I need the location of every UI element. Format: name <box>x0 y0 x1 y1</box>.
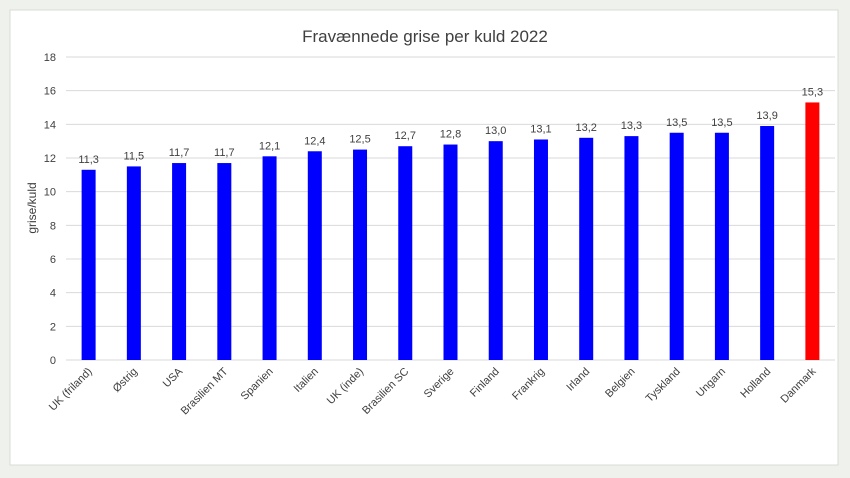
data-label: 11,7 <box>214 147 235 159</box>
data-label: 13,9 <box>756 110 777 122</box>
data-label: 12,5 <box>349 134 370 146</box>
chart-panel <box>9 9 839 466</box>
bar <box>714 132 729 360</box>
bar <box>579 137 594 360</box>
bar <box>443 144 458 360</box>
data-label: 12,7 <box>395 130 416 142</box>
bar <box>760 126 775 361</box>
y-tick-label: 10 <box>44 187 56 199</box>
y-tick-label: 14 <box>44 119 56 131</box>
data-label: 12,8 <box>440 129 461 141</box>
y-tick-label: 2 <box>50 321 56 333</box>
bar <box>262 156 277 360</box>
y-axis-title: grise/kuld <box>25 182 39 233</box>
bar <box>624 136 639 360</box>
y-tick-label: 12 <box>44 153 56 165</box>
bar <box>307 151 322 360</box>
bar <box>669 132 684 360</box>
data-label: 13,0 <box>485 125 506 137</box>
chart-title: Fravænnede grise per kuld 2022 <box>302 27 548 46</box>
data-label: 13,5 <box>666 117 687 129</box>
data-label: 15,3 <box>802 86 823 98</box>
bar <box>353 149 368 360</box>
y-tick-label: 8 <box>50 220 56 232</box>
y-tick-label: 4 <box>50 288 56 300</box>
bar <box>533 139 548 360</box>
bar <box>126 166 141 360</box>
data-label: 13,1 <box>530 123 551 135</box>
y-tick-label: 16 <box>44 86 56 98</box>
bar <box>488 141 503 360</box>
y-tick-label: 6 <box>50 254 56 266</box>
data-label: 12,4 <box>304 135 325 147</box>
data-label: 11,3 <box>78 154 99 166</box>
bar <box>805 102 820 360</box>
data-label: 11,7 <box>169 147 190 159</box>
bar <box>172 163 187 360</box>
y-tick-label: 0 <box>50 355 56 367</box>
data-label: 12,1 <box>259 140 280 152</box>
y-tick-label: 18 <box>44 52 56 64</box>
data-label: 13,3 <box>621 120 642 132</box>
data-label: 13,2 <box>575 122 596 134</box>
data-label: 11,5 <box>124 150 145 162</box>
bar <box>398 146 413 360</box>
bar <box>81 169 96 360</box>
data-label: 13,5 <box>711 117 732 129</box>
bar <box>217 163 232 360</box>
